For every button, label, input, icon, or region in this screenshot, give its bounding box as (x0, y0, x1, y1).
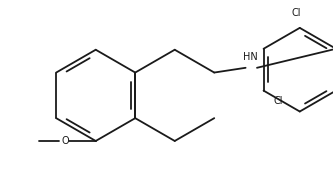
Text: Cl: Cl (291, 8, 301, 18)
Text: HN: HN (243, 52, 258, 62)
Text: O: O (61, 136, 69, 146)
Text: Cl: Cl (273, 96, 283, 106)
